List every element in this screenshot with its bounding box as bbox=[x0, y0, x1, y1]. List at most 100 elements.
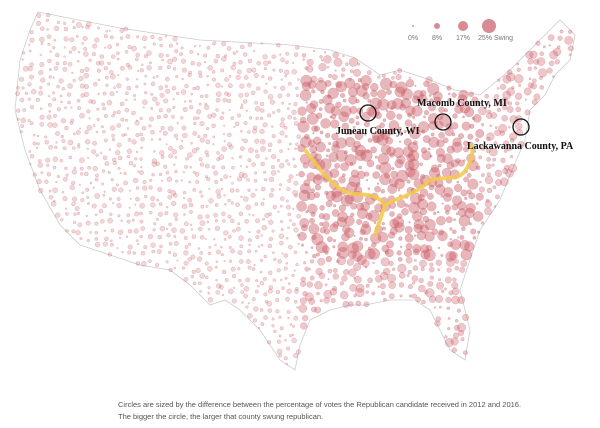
county-circle bbox=[435, 147, 445, 157]
county-circle bbox=[397, 263, 407, 273]
county-circle bbox=[445, 216, 453, 224]
county-circle bbox=[79, 236, 83, 240]
county-circle bbox=[247, 265, 252, 270]
county-circle bbox=[228, 74, 232, 78]
county-circle bbox=[16, 86, 20, 90]
county-circle bbox=[269, 99, 276, 105]
county-circle bbox=[459, 235, 465, 240]
county-circle bbox=[212, 41, 217, 46]
county-circle bbox=[400, 98, 412, 109]
county-circle bbox=[354, 131, 364, 141]
county-circle bbox=[411, 105, 423, 117]
divide-line-branch bbox=[373, 203, 387, 237]
county-circle bbox=[284, 338, 287, 342]
county-circle bbox=[475, 192, 484, 201]
county-circle bbox=[149, 178, 153, 182]
county-circle bbox=[404, 119, 413, 127]
county-circle bbox=[372, 130, 385, 143]
county-circle bbox=[530, 82, 537, 90]
county-circle bbox=[285, 261, 289, 265]
county-circle bbox=[166, 65, 171, 70]
county-circle bbox=[413, 223, 423, 233]
county-circle bbox=[420, 267, 425, 272]
county-circle bbox=[276, 339, 281, 344]
county-circle bbox=[56, 20, 60, 24]
county-circle bbox=[444, 287, 447, 291]
county-circle bbox=[337, 241, 349, 253]
county-circle bbox=[116, 110, 121, 115]
county-circle bbox=[361, 259, 370, 268]
county-circle bbox=[112, 111, 117, 115]
county-circle bbox=[501, 114, 508, 122]
county-circle bbox=[293, 121, 299, 127]
county-circle bbox=[126, 127, 130, 130]
county-circle bbox=[254, 106, 261, 112]
county-circle bbox=[102, 241, 108, 247]
county-circle bbox=[136, 69, 139, 72]
county-circle bbox=[134, 120, 140, 126]
county-circle bbox=[528, 77, 532, 81]
county-circle bbox=[126, 154, 131, 159]
county-circle bbox=[328, 142, 332, 146]
county-circle bbox=[19, 97, 25, 103]
county-circle bbox=[394, 86, 406, 98]
county-circle bbox=[341, 67, 346, 72]
county-circle bbox=[221, 41, 227, 47]
county-circle bbox=[467, 133, 474, 140]
county-circle bbox=[428, 184, 435, 191]
county-circle bbox=[110, 242, 114, 247]
county-circle bbox=[228, 245, 232, 249]
county-circle bbox=[344, 227, 355, 238]
county-circle bbox=[52, 187, 58, 194]
county-circle bbox=[155, 217, 159, 221]
county-circle bbox=[150, 81, 156, 87]
county-circle bbox=[150, 130, 155, 135]
county-circle bbox=[197, 70, 203, 75]
county-circle bbox=[87, 165, 92, 170]
county-circle bbox=[263, 60, 269, 66]
county-circle bbox=[451, 287, 460, 296]
county-circle bbox=[360, 223, 372, 235]
county-circle bbox=[200, 204, 205, 209]
county-circle bbox=[104, 236, 109, 242]
county-circle bbox=[446, 85, 452, 91]
county-circle bbox=[457, 323, 467, 333]
county-circle bbox=[146, 50, 152, 56]
county-circle bbox=[47, 42, 51, 46]
county-circle bbox=[533, 93, 541, 101]
county-circle bbox=[267, 113, 272, 118]
county-circle bbox=[239, 146, 245, 152]
county-circle bbox=[71, 201, 76, 207]
county-circle bbox=[238, 211, 244, 217]
county-circle bbox=[424, 231, 435, 242]
county-circle bbox=[176, 259, 179, 262]
county-circle bbox=[484, 200, 493, 208]
county-circle bbox=[324, 250, 329, 255]
county-circle bbox=[117, 214, 121, 218]
county-circle bbox=[306, 103, 317, 114]
county-circle bbox=[408, 294, 413, 298]
county-circle bbox=[460, 248, 472, 261]
county-circle bbox=[500, 157, 506, 164]
county-circle bbox=[73, 212, 77, 216]
county-circle bbox=[261, 74, 265, 79]
county-circle bbox=[187, 257, 192, 262]
county-circle bbox=[142, 185, 148, 191]
county-circle bbox=[407, 112, 412, 118]
county-circle bbox=[127, 44, 132, 50]
county-circle bbox=[40, 171, 44, 175]
county-circle bbox=[398, 131, 403, 136]
county-circle bbox=[299, 183, 311, 195]
county-circle bbox=[262, 198, 265, 201]
county-circle bbox=[121, 250, 124, 254]
county-circle bbox=[276, 108, 281, 113]
county-circle bbox=[99, 54, 105, 59]
county-circle bbox=[349, 106, 358, 114]
county-circle bbox=[511, 85, 515, 90]
county-circle bbox=[367, 99, 372, 103]
county-circle bbox=[151, 158, 158, 164]
county-circle bbox=[379, 122, 385, 128]
county-circle bbox=[144, 194, 148, 199]
county-circle bbox=[223, 174, 228, 179]
county-circle bbox=[455, 102, 461, 107]
